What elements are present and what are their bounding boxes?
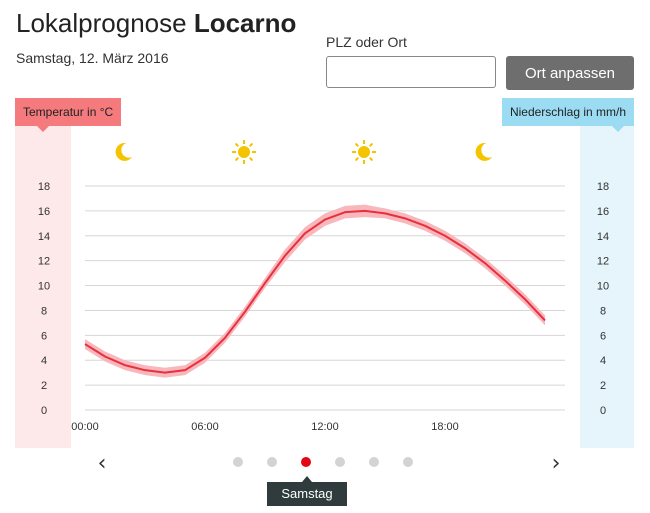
y-tick-label: 4 bbox=[41, 355, 47, 367]
forecast-date: Samstag, 12. März 2016 bbox=[16, 50, 169, 66]
sun-icon bbox=[352, 140, 376, 164]
y-tick-label: 18 bbox=[38, 181, 50, 193]
pagination-dot[interactable] bbox=[267, 457, 277, 467]
day-tooltip: Samstag bbox=[267, 476, 347, 506]
y2-tick-label: 6 bbox=[600, 330, 606, 342]
y2-tick-label: 4 bbox=[600, 355, 606, 367]
precipitation-legend: Niederschlag in mm/h bbox=[501, 98, 634, 132]
y2-tick-label: 10 bbox=[597, 281, 609, 293]
prev-day-chevron-icon[interactable]: ‹ bbox=[97, 451, 107, 476]
pagination-dot[interactable] bbox=[335, 457, 345, 467]
y2-tick-label: 12 bbox=[597, 256, 609, 268]
x-tick-label: 18:00 bbox=[431, 421, 459, 433]
x-tick-label: 12:00 bbox=[311, 421, 339, 433]
temperature-range-band bbox=[85, 204, 545, 378]
pagination-dot[interactable] bbox=[233, 457, 243, 467]
moon-icon bbox=[475, 142, 492, 161]
temperature-axis-band bbox=[15, 126, 71, 448]
y-tick-label: 10 bbox=[38, 281, 50, 293]
pagination-dot[interactable] bbox=[369, 457, 379, 467]
y2-tick-label: 14 bbox=[597, 231, 609, 243]
precipitation-axis-band bbox=[580, 126, 634, 448]
sun-icon bbox=[232, 140, 256, 164]
y2-tick-label: 2 bbox=[600, 380, 606, 392]
pagination-dot[interactable] bbox=[403, 457, 413, 467]
y-tick-label: 8 bbox=[41, 305, 47, 317]
plz-input[interactable] bbox=[326, 56, 496, 88]
temperature-line bbox=[84, 209, 546, 374]
title-prefix: Lokalprognose bbox=[16, 8, 187, 38]
y-tick-label: 2 bbox=[41, 380, 47, 392]
moon-icon bbox=[115, 142, 132, 161]
ort-anpassen-button[interactable]: Ort anpassen bbox=[506, 56, 634, 90]
y-tick-label: 6 bbox=[41, 330, 47, 342]
x-tick-label: 00:00 bbox=[71, 421, 99, 433]
temperature-legend: Temperatur in °C bbox=[15, 98, 122, 132]
plz-label: PLZ oder Ort bbox=[326, 34, 407, 50]
pagination-dot[interactable] bbox=[301, 457, 311, 467]
y-tick-label: 12 bbox=[38, 256, 50, 268]
y2-tick-label: 8 bbox=[600, 305, 606, 317]
y-tick-label: 16 bbox=[38, 206, 50, 218]
y2-tick-label: 18 bbox=[597, 181, 609, 193]
day-pagination bbox=[233, 457, 423, 469]
y-tick-label: 14 bbox=[38, 231, 50, 243]
y-tick-label: 0 bbox=[41, 405, 47, 417]
x-tick-label: 06:00 bbox=[191, 421, 219, 433]
location-name: Locarno bbox=[193, 8, 297, 38]
y2-tick-label: 0 bbox=[600, 405, 606, 417]
page-title: Lokalprognose Locarno bbox=[16, 8, 296, 39]
y2-tick-label: 16 bbox=[597, 206, 609, 218]
next-day-chevron-icon[interactable]: › bbox=[551, 451, 561, 476]
